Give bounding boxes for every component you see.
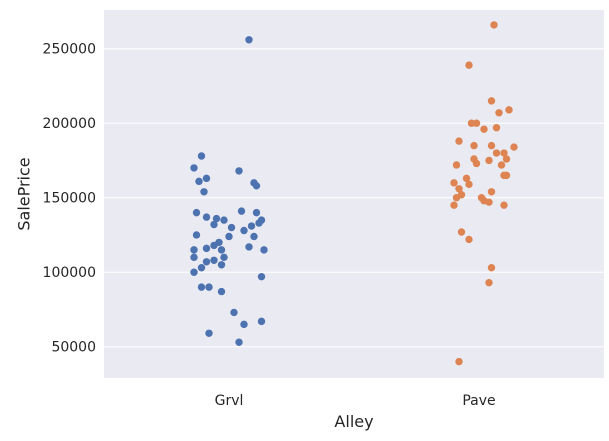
data-point-pave — [455, 137, 463, 145]
data-point-pave — [485, 278, 493, 287]
y-tick-label: 100000 — [43, 265, 96, 281]
data-point-grvl — [217, 246, 226, 254]
data-point-grvl — [220, 216, 228, 224]
data-point-grvl — [260, 246, 268, 254]
grid-lines — [104, 48, 604, 348]
data-point-pave — [457, 228, 466, 236]
data-point-grvl — [245, 243, 253, 251]
data-point-pave — [510, 143, 518, 151]
data-point-pave — [500, 201, 508, 209]
y-tick-labels: 50000 100000 150000 200000 250000 — [43, 42, 96, 356]
data-point-pave — [480, 125, 488, 133]
data-points — [190, 21, 518, 366]
data-point-pave — [455, 357, 463, 366]
data-point-grvl — [217, 287, 226, 296]
data-point-pave — [487, 97, 496, 105]
data-point-grvl — [212, 214, 221, 223]
data-point-grvl — [245, 36, 253, 44]
y-tick-label: 250000 — [43, 42, 96, 58]
data-point-pave — [470, 141, 478, 150]
data-point-pave — [492, 149, 501, 157]
data-point-grvl — [205, 329, 213, 338]
data-point-grvl — [225, 232, 233, 241]
data-point-grvl — [202, 213, 211, 221]
data-point-grvl — [247, 222, 256, 230]
data-point-grvl — [217, 261, 226, 269]
data-point-grvl — [197, 152, 206, 160]
data-point-grvl — [252, 208, 261, 217]
plot-area — [104, 10, 604, 378]
data-point-pave — [465, 235, 473, 244]
data-point-grvl — [190, 164, 198, 172]
data-point-pave — [450, 179, 458, 187]
data-point-grvl — [257, 272, 266, 281]
data-point-grvl — [220, 253, 228, 262]
data-point-grvl — [190, 253, 198, 262]
data-point-grvl — [235, 338, 243, 346]
data-point-pave — [487, 141, 496, 150]
data-point-grvl — [240, 320, 248, 329]
data-point-grvl — [202, 174, 211, 183]
data-point-grvl — [210, 256, 218, 264]
data-point-grvl — [197, 264, 206, 272]
data-point-grvl — [210, 241, 218, 250]
data-point-pave — [465, 61, 473, 69]
data-point-grvl — [192, 208, 201, 217]
data-point-grvl — [240, 226, 248, 235]
data-point-grvl — [237, 207, 246, 215]
data-point-pave — [492, 124, 501, 132]
data-point-pave — [465, 180, 473, 189]
data-point-grvl — [192, 231, 201, 239]
x-axis-label: Alley — [334, 412, 373, 431]
y-axis-label: SalePrice — [15, 157, 34, 230]
data-point-grvl — [210, 220, 218, 229]
data-point-pave — [462, 174, 471, 183]
data-point-pave — [505, 106, 513, 114]
x-tick-labels: Grvl Pave — [215, 393, 496, 409]
y-tick-label: 50000 — [51, 340, 96, 356]
data-point-grvl — [257, 317, 266, 326]
data-point-grvl — [227, 223, 236, 232]
data-point-grvl — [195, 177, 203, 186]
data-point-pave — [450, 201, 458, 209]
data-point-grvl — [200, 188, 208, 196]
x-tick-label: Pave — [462, 393, 495, 409]
data-point-grvl — [205, 283, 213, 291]
data-point-pave — [472, 119, 481, 127]
data-point-pave — [487, 264, 496, 272]
data-point-pave — [485, 156, 493, 165]
data-point-grvl — [252, 182, 261, 190]
data-point-grvl — [202, 244, 211, 253]
data-point-pave — [500, 149, 508, 157]
data-point-grvl — [250, 232, 258, 241]
data-point-pave — [495, 109, 503, 117]
data-point-pave — [485, 198, 493, 206]
data-point-grvl — [197, 283, 206, 291]
data-point-pave — [455, 185, 463, 193]
data-point-pave — [452, 161, 461, 169]
data-point-grvl — [235, 167, 243, 175]
data-point-grvl — [255, 219, 263, 227]
data-point-grvl — [230, 308, 238, 317]
x-tick-label: Grvl — [215, 393, 244, 409]
data-point-grvl — [202, 258, 211, 266]
data-point-pave — [497, 161, 506, 169]
data-point-pave — [452, 194, 461, 202]
data-point-pave — [502, 171, 511, 180]
data-point-pave — [502, 155, 511, 163]
y-tick-label: 150000 — [43, 191, 96, 207]
data-point-grvl — [190, 246, 198, 254]
data-point-pave — [487, 188, 496, 196]
data-point-grvl — [190, 268, 198, 276]
data-point-pave — [490, 21, 498, 29]
y-tick-label: 200000 — [43, 116, 96, 132]
data-point-pave — [472, 159, 481, 168]
